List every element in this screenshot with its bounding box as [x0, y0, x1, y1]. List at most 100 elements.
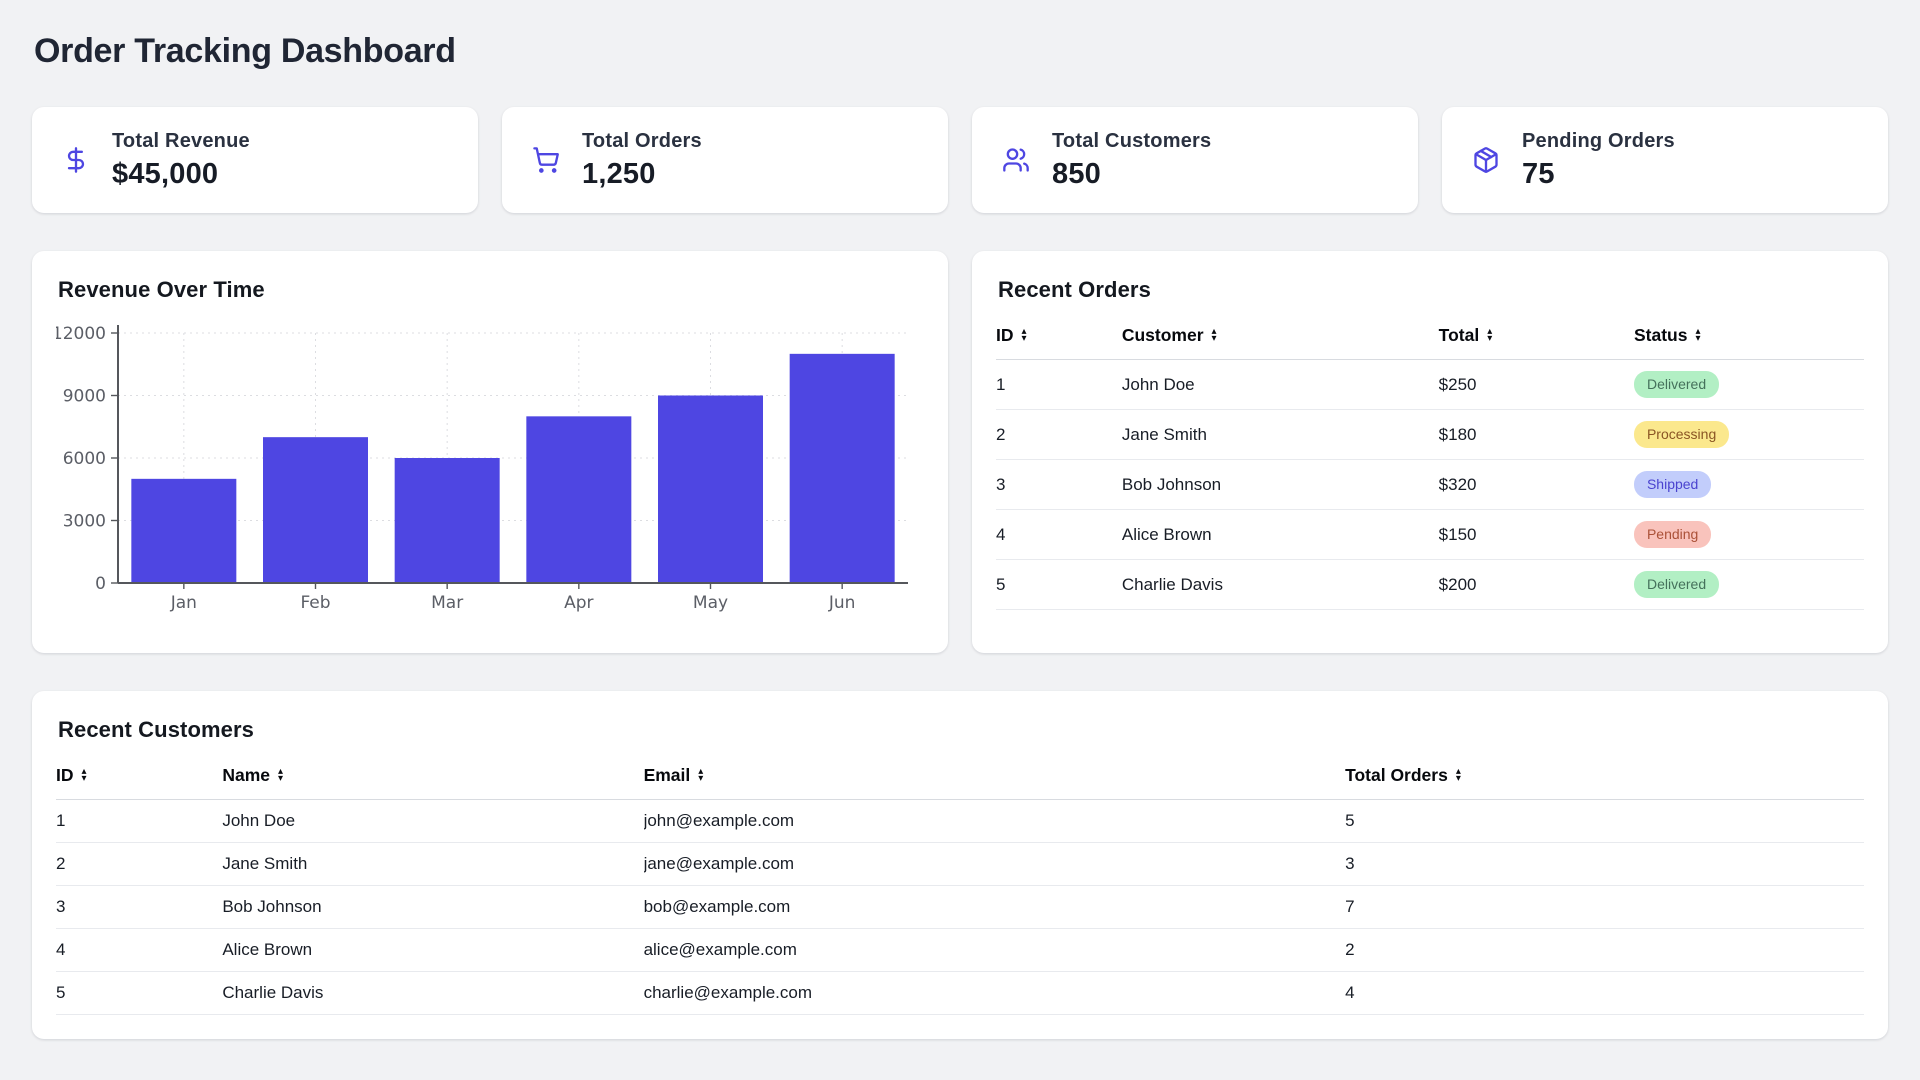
col-header-id[interactable]: ID ▴ ▾: [996, 315, 1122, 360]
recent-customers-title: Recent Customers: [58, 717, 254, 742]
bar-Apr: [526, 416, 632, 583]
cell-customer: Bob Johnson: [1121, 459, 1439, 511]
status-badge: Shipped: [1633, 471, 1712, 499]
col-header-label: ID: [996, 325, 1014, 345]
cell-customer: Jane Smith: [1121, 409, 1439, 461]
col-header-total[interactable]: Total ▴ ▾: [1438, 315, 1634, 360]
x-tick-label: Mar: [431, 593, 463, 613]
table-row: 2 Jane Smith $180 Processing: [996, 409, 1864, 461]
stat-label: Total Customers: [1052, 129, 1212, 152]
cell-id: 1: [996, 359, 1122, 411]
sort-icon: ▴ ▾: [698, 766, 704, 785]
bar-Jan: [131, 478, 237, 583]
stat-card-total-revenue: Total Revenue $45,000: [32, 107, 478, 213]
revenue-chart: 0 3000 6000 9000 12000 Jan Feb Mar Apr May Jun: [56, 315, 924, 629]
stat-value: $45,000: [112, 157, 219, 190]
cell-total: $250: [1438, 359, 1634, 411]
y-tick-label: 3000: [63, 512, 106, 532]
chart-title: Revenue Over Time: [58, 277, 265, 302]
shopping-cart-icon: [533, 147, 559, 173]
dollar-sign-icon: [67, 147, 85, 173]
cell-total: $200: [1438, 559, 1634, 611]
cell-id: 4: [56, 928, 223, 972]
sort-icon: ▴ ▾: [1455, 766, 1461, 785]
table-row: 4 Alice Brown $150 Pending: [996, 509, 1864, 561]
cell-email: bob@example.com: [643, 885, 1346, 929]
cell-status: Pending: [1633, 509, 1864, 561]
cell-id: 3: [56, 885, 223, 929]
sort-icon: ▴ ▾: [1487, 326, 1493, 345]
cell-email: jane@example.com: [643, 842, 1346, 886]
cell-customer: Alice Brown: [1121, 509, 1439, 561]
cell-id: 4: [996, 509, 1122, 561]
bar-Mar: [394, 458, 500, 583]
recent-orders-table: ID ▴ ▾ Customer ▴ ▾ Total ▴ ▾ Status ▴ ▾ 1 John Doe $2…: [996, 315, 1864, 611]
col-header-label: Status: [1633, 325, 1688, 345]
users-icon: [1003, 148, 1029, 172]
table-row: 1 John Doe john@example.com 5: [56, 799, 1864, 843]
cell-total_orders: 3: [1345, 842, 1864, 886]
cell-email: charlie@example.com: [643, 971, 1346, 1015]
stat-label: Pending Orders: [1522, 129, 1675, 152]
col-header-label: ID: [56, 765, 74, 785]
recent-customers-table: ID ▴ ▾ Name ▴ ▾ Email ▴ ▾ Total Orders ▴ ▾ 1 John Doe…: [56, 755, 1864, 1015]
bar-Jun: [789, 353, 895, 583]
col-header-customer[interactable]: Customer ▴ ▾: [1121, 315, 1439, 360]
y-tick-label: 9000: [63, 387, 106, 407]
cell-status: Shipped: [1633, 459, 1864, 511]
cell-name: Jane Smith: [222, 842, 644, 886]
sort-icon: ▴ ▾: [81, 766, 87, 785]
revenue-chart-svg: 0 3000 6000 9000 12000 Jan Feb Mar Apr May Jun: [56, 324, 908, 613]
cell-total_orders: 5: [1345, 799, 1864, 843]
sort-icon: ▴ ▾: [1021, 326, 1027, 345]
y-tick-label: 6000: [63, 449, 106, 469]
page-title: Order Tracking Dashboard: [34, 32, 456, 70]
cell-email: john@example.com: [643, 799, 1346, 843]
col-header-status[interactable]: Status ▴ ▾: [1633, 315, 1864, 360]
table-row: 3 Bob Johnson bob@example.com 7: [56, 885, 1864, 929]
cell-total: $150: [1438, 509, 1634, 561]
col-header-label: Customer: [1121, 325, 1204, 345]
cell-customer: Charlie Davis: [1121, 559, 1439, 611]
y-tick-label: 0: [95, 574, 106, 594]
cell-customer: John Doe: [1121, 359, 1439, 411]
stat-value: 1,250: [582, 157, 656, 190]
status-badge: Processing: [1633, 421, 1730, 449]
col-header-email[interactable]: Email ▴ ▾: [643, 755, 1346, 800]
stat-value: 75: [1522, 157, 1555, 190]
sort-icon: ▴ ▾: [1695, 326, 1701, 345]
x-tick-label: Feb: [300, 593, 330, 613]
cell-name: John Doe: [222, 799, 644, 843]
cell-email: alice@example.com: [643, 928, 1346, 972]
recent-orders-title: Recent Orders: [998, 277, 1151, 302]
cell-id: 1: [56, 799, 223, 843]
x-tick-label: May: [693, 593, 728, 613]
sort-icon: ▴ ▾: [278, 766, 284, 785]
x-tick-label: Apr: [564, 593, 593, 613]
col-header-label: Total Orders: [1345, 765, 1448, 785]
col-header-total_orders[interactable]: Total Orders ▴ ▾: [1345, 755, 1864, 800]
x-tick-label: Jun: [828, 593, 856, 613]
cell-total_orders: 7: [1345, 885, 1864, 929]
stat-label: Total Orders: [582, 129, 702, 152]
cell-total: $180: [1438, 409, 1634, 461]
col-header-name[interactable]: Name ▴ ▾: [222, 755, 644, 800]
stat-card-total-customers: Total Customers 850: [972, 107, 1418, 213]
cell-name: Charlie Davis: [222, 971, 644, 1015]
col-header-id[interactable]: ID ▴ ▾: [56, 755, 223, 800]
table-row: 1 John Doe $250 Delivered: [996, 359, 1864, 411]
table-row: 2 Jane Smith jane@example.com 3: [56, 842, 1864, 886]
cell-id: 2: [56, 842, 223, 886]
cell-id: 2: [996, 409, 1122, 461]
cell-total: $320: [1438, 459, 1634, 511]
stat-label: Total Revenue: [112, 129, 250, 152]
cell-id: 5: [56, 971, 223, 1015]
status-badge: Delivered: [1633, 371, 1720, 399]
bar-May: [658, 395, 763, 583]
recent-customers-card: Recent Customers ID ▴ ▾ Name ▴ ▾ Email ▴ ▾ Total …: [32, 691, 1888, 1039]
cell-status: Processing: [1633, 409, 1864, 461]
col-header-label: Name: [222, 765, 270, 785]
status-badge: Pending: [1633, 521, 1712, 549]
table-row: 3 Bob Johnson $320 Shipped: [996, 459, 1864, 511]
package-icon: [1474, 147, 1498, 173]
